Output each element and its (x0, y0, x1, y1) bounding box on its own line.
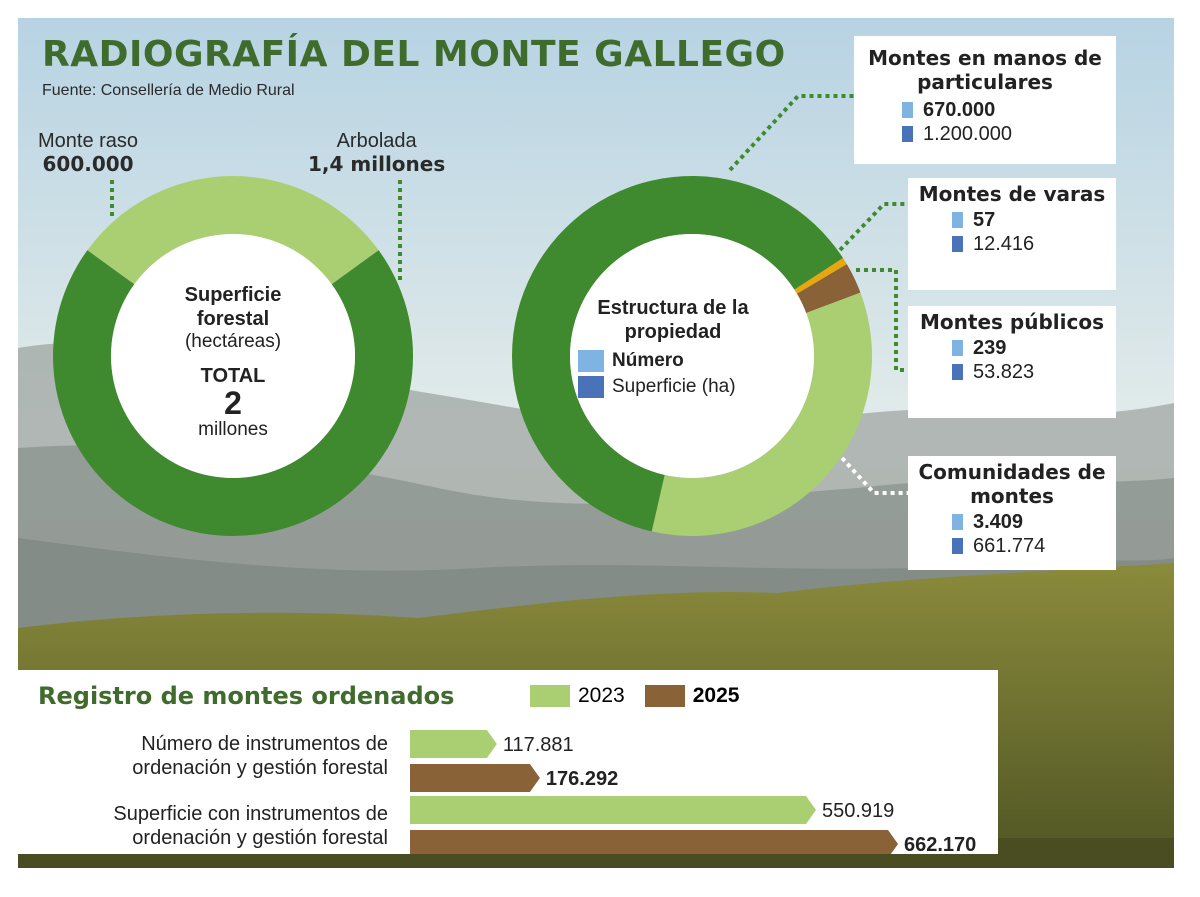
number-swatch (902, 102, 913, 118)
donut-hole (570, 234, 814, 478)
donut2-center: Estructura de la propiedad Número Superf… (578, 296, 768, 398)
total-label: TOTAL (200, 365, 266, 387)
legend-label: Superficie (ha) (612, 376, 736, 397)
source-note: Fuente: Consellería de Medio Rural (42, 82, 295, 99)
donut-hole (111, 234, 355, 478)
box-surface: 53.823 (952, 360, 1116, 384)
surface-value: 1.200.000 (923, 123, 1012, 145)
donut-slice-monte-raso (87, 175, 379, 285)
surface-value: 12.416 (973, 233, 1035, 255)
legend-label: 2025 (692, 684, 740, 707)
donut-slice-montes-publicos (796, 264, 861, 314)
row-label-superficie: Superficie con instrumentos de ordenació… (113, 802, 388, 850)
label-line: Número de instrumentos de (141, 733, 388, 755)
box-surface: 661.774 (952, 534, 1116, 558)
number-swatch (952, 514, 963, 530)
box-title: Montes en manos de particulares (868, 46, 1102, 94)
donut-slice-montes-de-varas (794, 257, 847, 294)
row-label-instrumentos: Número de instrumentos de ordenación y g… (132, 732, 388, 780)
surface-swatch (952, 364, 963, 380)
label-line: Superficie con instrumentos de (113, 803, 388, 825)
box-surface: 1.200.000 (902, 122, 1116, 146)
number-swatch (952, 340, 963, 356)
donut1-title: Superficie forestal (184, 284, 282, 330)
box-title: Montes de varas (918, 182, 1106, 206)
donut1-unit: (hectáreas) (184, 331, 282, 352)
legend-swatch-number (578, 350, 604, 372)
number-value: 57 (973, 209, 996, 231)
segment-label-arbolada: Arbolada 1,4 millones (308, 130, 445, 176)
number-value: 670.000 (923, 99, 996, 121)
donut-slice-comunidades-de-montes (651, 292, 872, 536)
segment-value: 1,4 millones (308, 152, 446, 176)
surface-value: 53.823 (973, 361, 1035, 383)
legend-2023: 2023 (530, 684, 625, 708)
total-value: 2 (224, 385, 242, 421)
box-title: Montes públicos (920, 310, 1104, 334)
box-number: 3.409 (952, 510, 1116, 534)
bar-value-label: 550.919 (822, 800, 894, 822)
bar-value-label: 662.170 (904, 834, 976, 854)
legend-swatch-surface (578, 376, 604, 398)
surface-value: 661.774 (973, 535, 1046, 557)
legend-label: Número (612, 350, 684, 371)
box-publicos: Montes públicos 239 53.823 (908, 306, 1116, 418)
registry-title: Registro de montes ordenados (38, 682, 455, 710)
donut2-title: Estructura de la propiedad (597, 297, 749, 343)
legend-swatch-2023 (530, 685, 570, 707)
donut1-center: Superficie forestal (hectáreas) TOTAL 2 … (163, 283, 303, 441)
legend-2025: 2025 (644, 684, 740, 708)
ownership-structure-donut (512, 176, 872, 536)
bar-2025-row1 (410, 764, 540, 792)
bar-2025-row2 (410, 830, 898, 854)
segment-name: Monte raso (38, 130, 139, 152)
box-particulares: Montes en manos de particulares 670.000 … (854, 36, 1116, 164)
box-number: 239 (952, 336, 1116, 360)
bar-value-label: 176.292 (546, 768, 618, 790)
bar-2023-row2 (410, 796, 817, 824)
box-number: 670.000 (902, 98, 1116, 122)
segment-name: Arbolada (336, 130, 417, 152)
segment-value: 600.000 (42, 152, 134, 176)
label-line: ordenación y gestión forestal (132, 827, 388, 849)
surface-swatch (952, 236, 963, 252)
registry-bars: 117.881 176.292 550.919 662.170 (410, 730, 976, 854)
box-surface: 12.416 (952, 232, 1116, 256)
number-swatch (952, 212, 963, 228)
forest-surface-donut (53, 175, 414, 536)
legend-number: Número (578, 350, 768, 372)
legend-surface: Superficie (ha) (578, 376, 768, 398)
box-varas: Montes de varas 57 12.416 (908, 178, 1116, 290)
total-unit: millones (198, 419, 268, 440)
donut-slice-arbolada (53, 250, 414, 536)
box-comunidades: Comunidades de montes 3.409 661.774 (908, 456, 1116, 570)
label-line: ordenación y gestión forestal (132, 757, 388, 779)
legend-label: 2023 (578, 684, 625, 707)
bar-2023-row1 (410, 730, 497, 758)
registry-legend: 2023 2025 (530, 684, 759, 708)
box-title: Comunidades de montes (918, 460, 1106, 508)
donut-slice-particulares (512, 176, 843, 532)
page-title: RADIOGRAFÍA DEL MONTE GALLEGO (42, 34, 786, 75)
number-value: 3.409 (973, 511, 1024, 533)
legend-swatch-2025 (644, 685, 685, 707)
surface-swatch (902, 126, 913, 142)
bar-value-label: 117.881 (503, 734, 574, 756)
box-number: 57 (952, 208, 1116, 232)
infographic: RADIOGRAFÍA DEL MONTE GALLEGO Fuente: Co… (18, 18, 1174, 868)
registry-panel: Registro de montes ordenados 2023 2025 N… (18, 670, 998, 854)
number-value: 239 (973, 337, 1007, 359)
surface-swatch (952, 538, 963, 554)
segment-label-monte-raso: Monte raso 600.000 (38, 130, 138, 176)
